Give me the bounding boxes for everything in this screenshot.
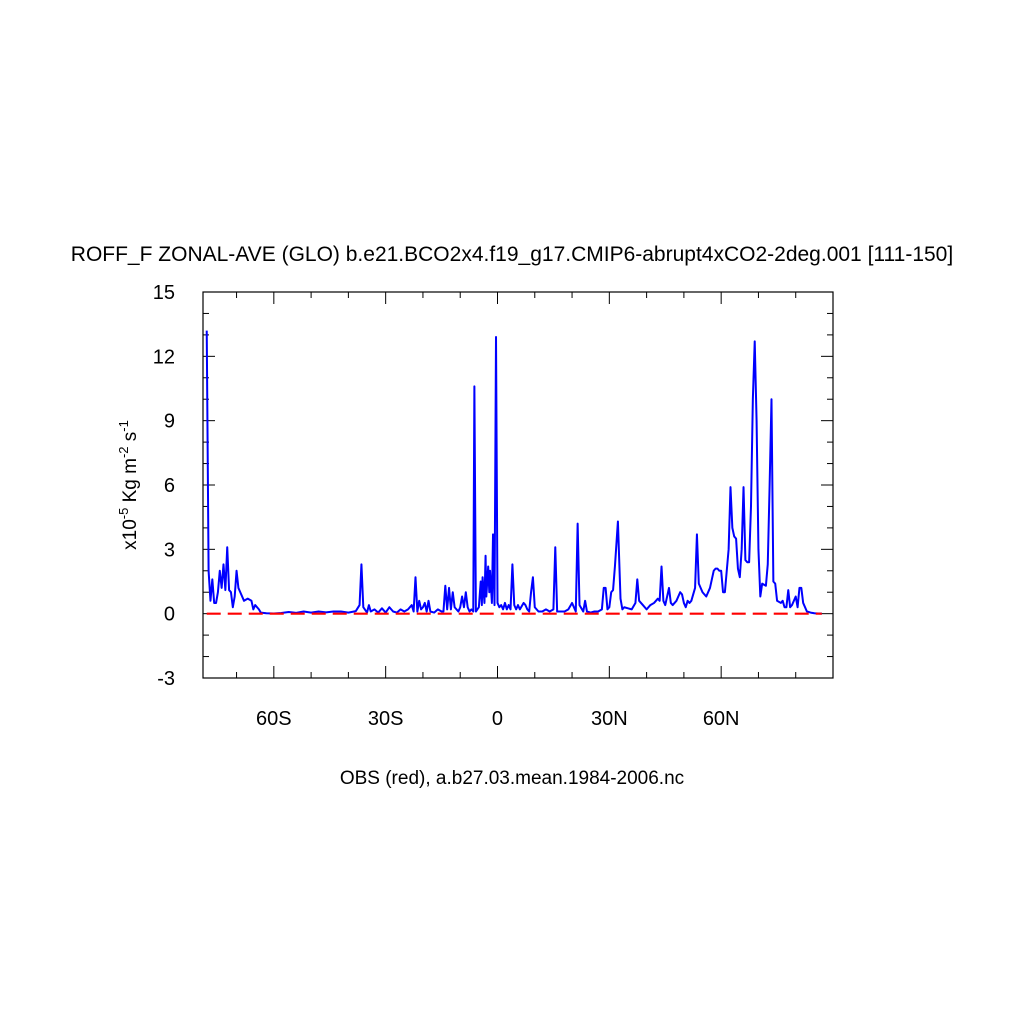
x-axis-label: OBS (red), a.b27.03.mean.1984-2006.nc <box>340 768 684 789</box>
chart-title: ROFF_F ZONAL-AVE (GLO) b.e21.BCO2x4.f19_… <box>71 243 953 266</box>
x-tick-label: 60S <box>256 708 292 730</box>
x-tick-label: 60N <box>703 708 740 730</box>
y-axis-label-unit2-exponent: -1 <box>116 420 131 432</box>
y-axis-label-unit: Kg m <box>120 458 141 508</box>
y-tick-label: 15 <box>153 282 175 304</box>
x-tick-label: 30S <box>368 708 404 730</box>
plot-frame <box>202 291 834 679</box>
y-tick-label: 3 <box>164 539 175 561</box>
model-series-line <box>205 330 822 615</box>
y-axis-label-prefix: x10 <box>120 519 141 550</box>
x-tick-label: 0 <box>492 708 503 730</box>
x-tick-label: 30N <box>591 708 628 730</box>
y-axis-label: x10-5 Kg m-2 s-1 <box>116 420 141 550</box>
y-axis-label-prefix-exponent: -5 <box>116 508 131 520</box>
axes: -3 0 3 6 9 12 15 60S 30S 0 30N 60N <box>153 282 834 730</box>
y-axis-label-unit2: s <box>120 432 141 447</box>
y-tick-label: 9 <box>164 411 175 433</box>
plot-area <box>205 330 822 615</box>
y-tick-label: 0 <box>164 604 175 626</box>
y-tick-label: 6 <box>164 475 175 497</box>
y-axis-label-unit-exponent: -2 <box>116 446 131 458</box>
y-tick-label: 12 <box>153 346 175 368</box>
y-tick-label: -3 <box>157 668 175 690</box>
